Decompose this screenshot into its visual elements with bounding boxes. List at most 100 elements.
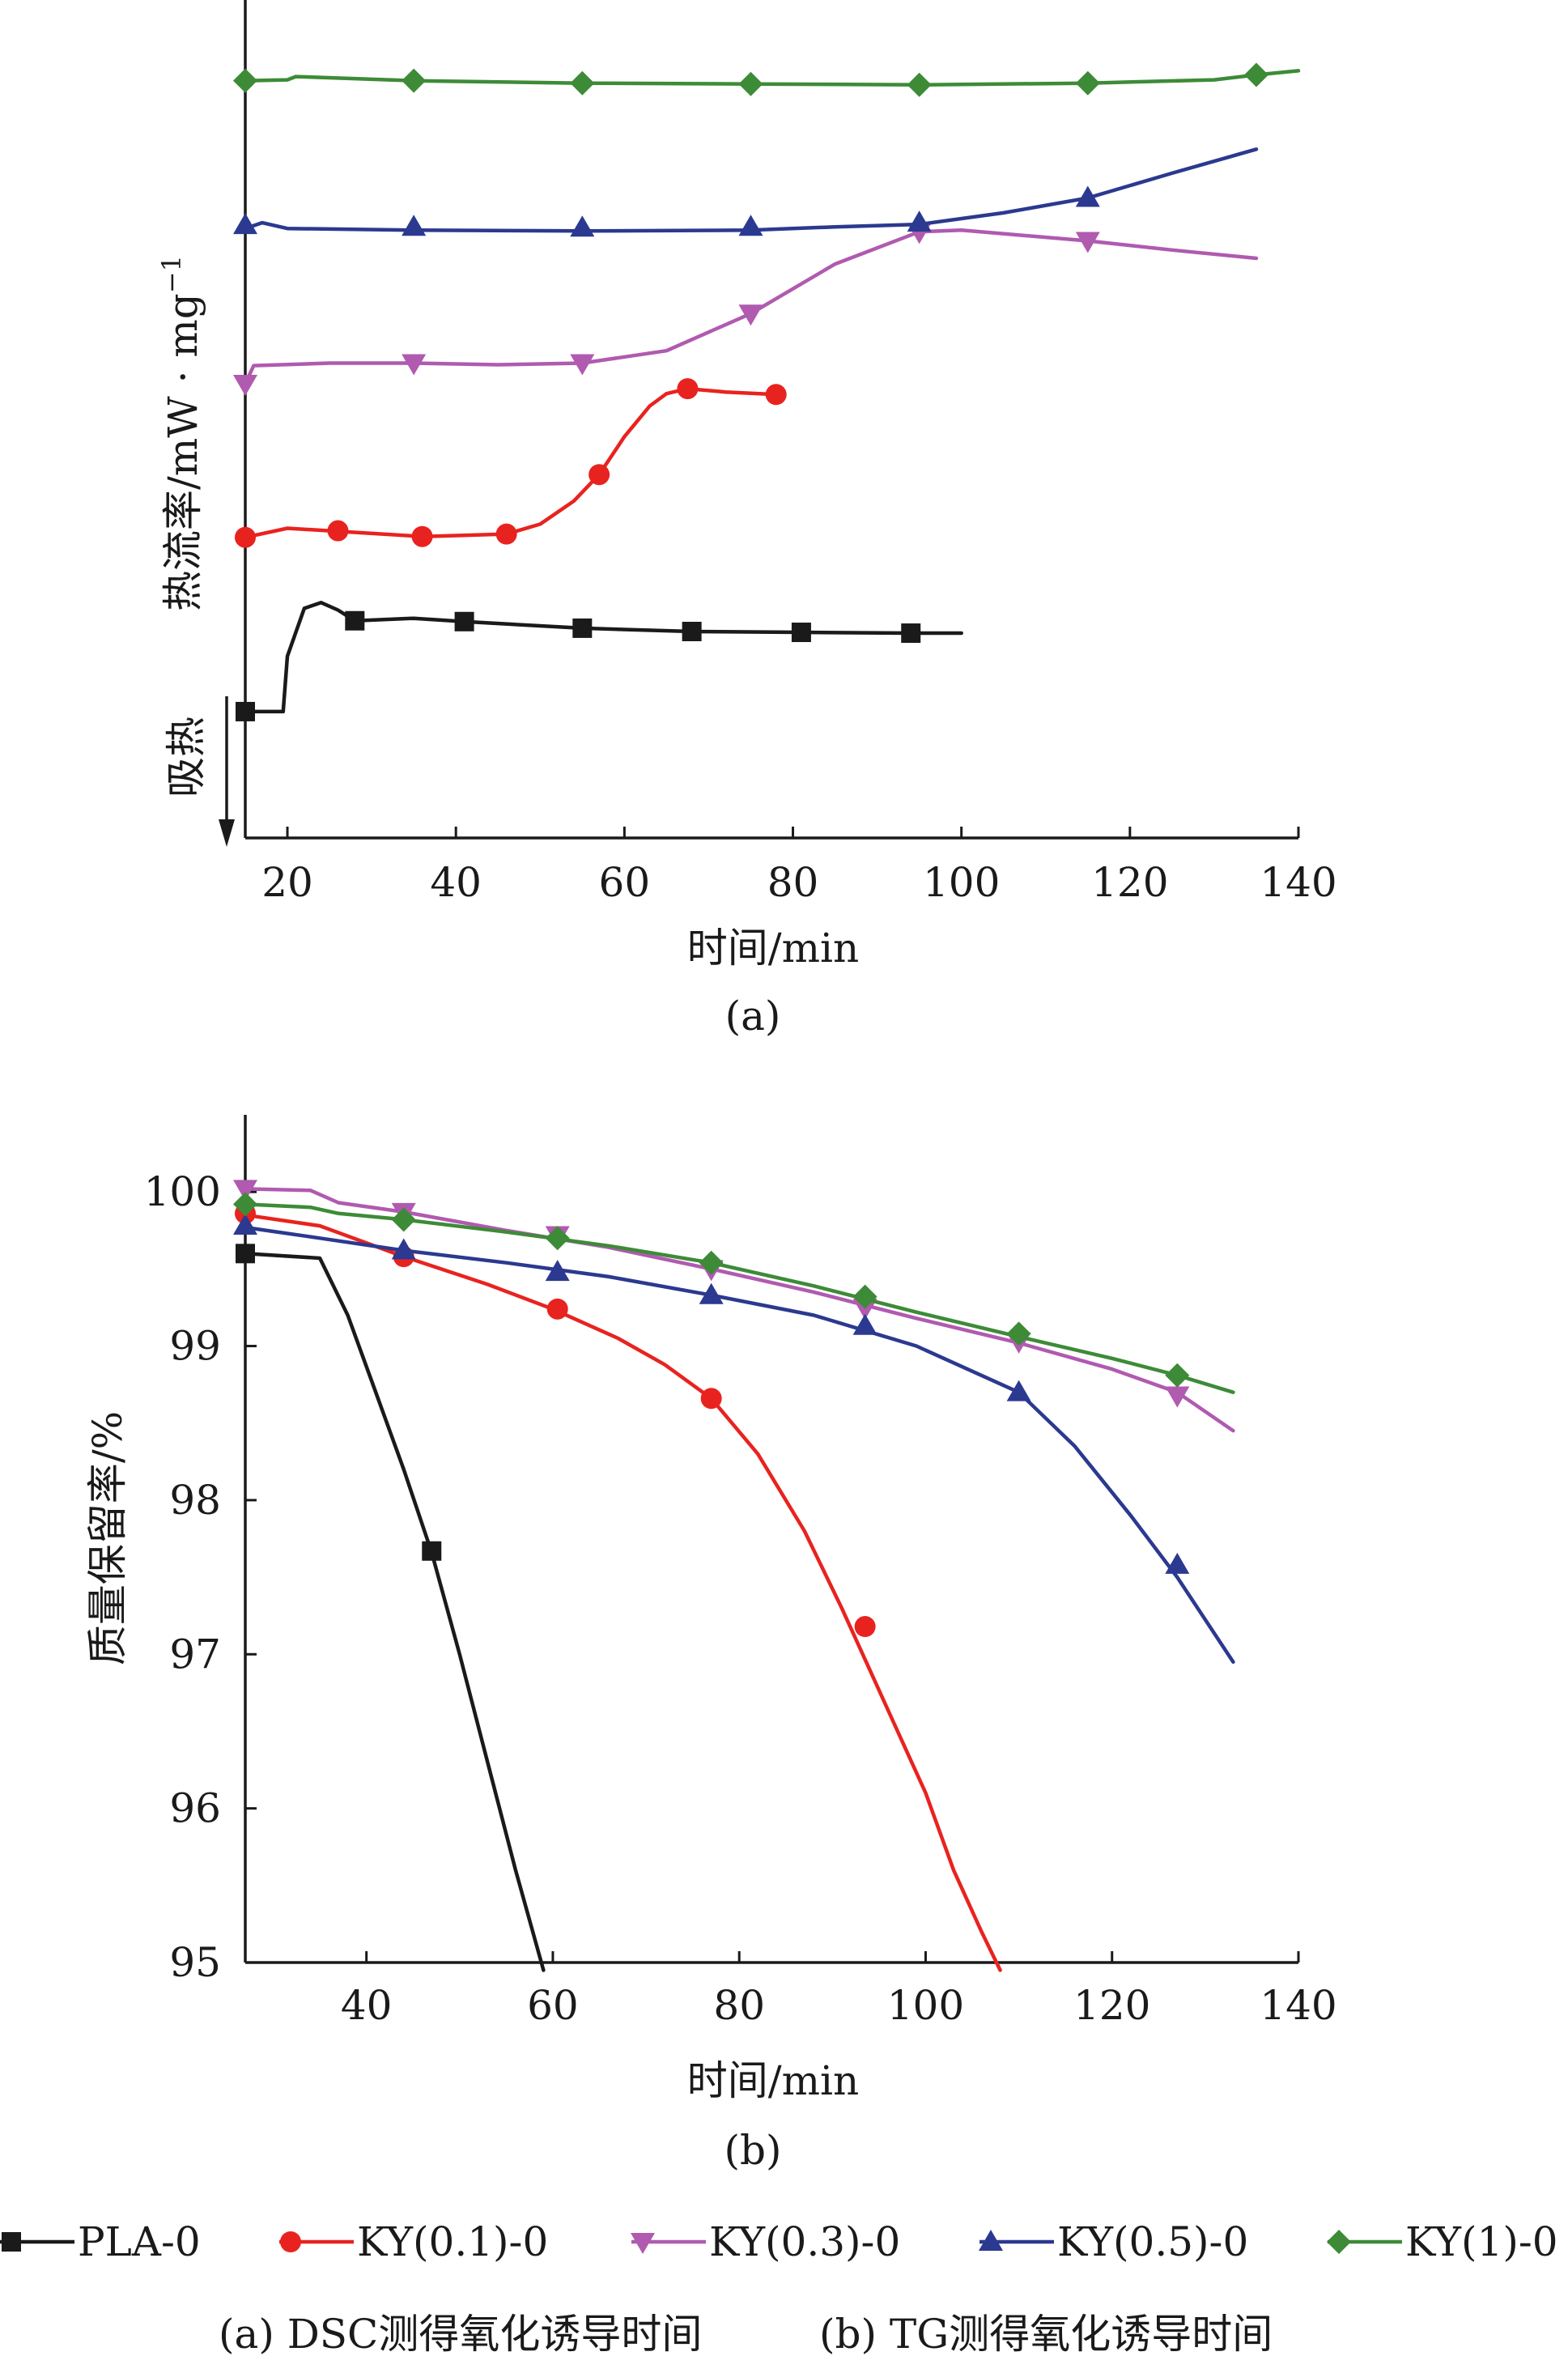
panel-a-point-ky-0-5-0	[402, 215, 427, 236]
legend-marker-ky-1-0	[1327, 2230, 1351, 2254]
panel-b-y-tick-label: 100	[144, 1168, 221, 1215]
panel-a-point-ky-0-3-0	[233, 375, 257, 396]
panel-b-point-ky-0-1-0	[854, 1616, 876, 1638]
panel-a-label: (a)	[725, 993, 781, 1040]
panel-a-point-ky-0-1-0	[495, 523, 517, 545]
panel-a-chart: 20 40 60 80 100 120 140 吸热 热流率/mW · mg−1 时间/mi…	[156, 0, 1337, 1040]
figure-caption-a: (a) DSC测得氧化诱导时间	[219, 2311, 702, 2358]
legend-marker-ky-0-5-0	[979, 2230, 1003, 2251]
panel-a-point-ky-0-5-0	[907, 211, 932, 232]
panel-a-point-ky-0-1-0	[677, 378, 699, 400]
panel-a-point-ky-1-0	[1075, 70, 1100, 96]
panel-a-y-axis-title-dot: ·	[159, 371, 206, 384]
panel-a-series-pla-0	[236, 601, 963, 721]
endotherm-arrow	[219, 696, 235, 847]
legend-item-ky-0-1-0: KY(0.1)-0	[279, 2218, 548, 2265]
panel-a-point-ky-0-3-0	[738, 304, 763, 326]
panel-a-point-pla-0	[345, 610, 365, 631]
panel-a-series-ky-0-3-0	[233, 223, 1259, 396]
panel-a-axes	[244, 0, 1298, 840]
panel-a-point-ky-1-0	[738, 71, 763, 96]
panel-a-x-axis-title: 时间/min	[687, 925, 859, 972]
panel-a-point-ky-0-1-0	[589, 464, 610, 486]
panel-a-series-ky-1-0	[233, 62, 1301, 97]
panel-a-line-pla-0	[243, 601, 963, 714]
panel-a-point-pla-0	[682, 622, 702, 641]
panel-b-point-ky-0-1-0	[546, 1298, 568, 1320]
legend-item-ky-1-0: KY(1)-0	[1327, 2218, 1558, 2265]
panel-a-point-ky-1-0	[907, 72, 932, 97]
panel-b-point-ky-0-5-0	[233, 1214, 257, 1235]
legend-marker-ky-0-3-0	[631, 2233, 655, 2254]
panel-a-point-ky-0-3-0	[570, 354, 595, 376]
panel-a-point-ky-0-3-0	[402, 354, 427, 376]
panel-a-point-ky-0-5-0	[570, 215, 595, 237]
panel-b-line-ky-1-0	[243, 1202, 1235, 1394]
panel-a-series-ky-0-1-0	[235, 378, 787, 548]
panel-a-point-ky-1-0	[233, 68, 257, 93]
panel-b-x-axis-title: 时间/min	[687, 2057, 859, 2104]
panel-a-point-ky-1-0	[402, 68, 427, 93]
panel-a-series	[233, 62, 1301, 721]
panel-b-point-ky-0-3-0	[852, 1298, 877, 1320]
panel-b-x-tick-label: 120	[1073, 1982, 1150, 2029]
panel-b-x-ticks: 40 60 80 100 120 140	[341, 1951, 1337, 2029]
panel-a-x-tick-label: 140	[1260, 859, 1336, 906]
panel-b-x-tick-label: 60	[527, 1982, 579, 2029]
panel-a-line-ky-0-1-0	[243, 386, 778, 539]
panel-b-x-tick-label: 80	[713, 1982, 765, 2029]
panel-a-point-ky-0-5-0	[1075, 185, 1100, 207]
panel-a-point-ky-0-1-0	[327, 520, 349, 542]
panel-b-point-ky-0-5-0	[852, 1313, 877, 1335]
panel-b-point-pla-0	[422, 1541, 442, 1561]
panel-b-point-ky-0-5-0	[1006, 1380, 1031, 1401]
panel-a-point-ky-0-1-0	[411, 525, 433, 547]
panel-b-point-ky-0-1-0	[700, 1388, 722, 1410]
panel-a-point-ky-0-5-0	[738, 215, 763, 236]
panel-b-line-pla-0	[243, 1252, 546, 1972]
panel-b-point-ky-1-0	[1006, 1321, 1031, 1346]
panel-b-point-ky-1-0	[1165, 1363, 1190, 1388]
panel-a-line-ky-1-0	[243, 69, 1301, 87]
panel-a-x-tick-label: 120	[1091, 859, 1168, 906]
panel-b-series-ky-1-0	[233, 1192, 1235, 1394]
panel-b-point-ky-0-5-0	[545, 1260, 570, 1282]
panel-b-point-ky-1-0	[699, 1250, 724, 1275]
panel-b-point-ky-0-5-0	[391, 1238, 416, 1260]
panel-b-point-pla-0	[236, 1244, 255, 1264]
panel-a-x-tick-label: 40	[430, 859, 482, 906]
panel-b-x-tick-label: 100	[887, 1982, 964, 2029]
panel-b-y-tick-label: 96	[169, 1785, 221, 1832]
panel-a-y-axis-title-unit: mg	[159, 293, 206, 357]
panel-a-point-ky-1-0	[1243, 62, 1268, 87]
panel-b-y-tick-label: 95	[169, 1939, 221, 1986]
panel-a-point-pla-0	[791, 623, 811, 643]
panel-b-chart: 40 60 80 100 120 140 95 96 97 98 99 100 质量保留率/% 时间…	[84, 1115, 1337, 2174]
panel-b-point-ky-0-3-0	[233, 1180, 257, 1201]
panel-a-x-tick-label: 100	[923, 859, 1000, 906]
panel-a-point-pla-0	[572, 618, 593, 638]
panel-a-series-ky-0-5-0	[233, 147, 1259, 237]
legend-item-ky-0-5-0: KY(0.5)-0	[979, 2218, 1248, 2265]
panel-a-x-tick-label: 80	[767, 859, 819, 906]
panel-b-point-ky-0-3-0	[1165, 1386, 1190, 1408]
panel-b-x-tick-label: 40	[341, 1982, 393, 2029]
panel-b-line-ky-0-3-0	[243, 1187, 1235, 1433]
panel-a-y-axis-title: 热流率/mW · mg−1	[156, 255, 206, 611]
panel-b-series-pla-0	[236, 1244, 546, 1972]
panel-a-point-pla-0	[454, 611, 474, 632]
panel-a-line-ky-0-5-0	[243, 147, 1259, 233]
panel-a-point-ky-0-3-0	[1075, 232, 1100, 253]
legend-label-pla-0: PLA-0	[78, 2218, 201, 2265]
panel-b-series	[233, 1180, 1235, 1972]
panel-b-point-ky-1-0	[545, 1226, 570, 1251]
panel-b-x-tick-label: 140	[1260, 1982, 1336, 2029]
panel-a-line-ky-0-3-0	[243, 228, 1259, 386]
endotherm-label: 吸热	[163, 717, 210, 797]
panel-a-x-ticks: 20 40 60 80 100 120 140	[261, 827, 1337, 906]
panel-b-label: (b)	[724, 2127, 781, 2174]
panel-b-point-ky-0-5-0	[1165, 1552, 1190, 1574]
legend: PLA-0 KY(0.1)-0 KY(0.3)-0 KY(0.5)-0 KY(1)-0	[0, 2218, 1558, 2265]
panel-b-line-ky-0-1-0	[243, 1213, 1002, 1972]
